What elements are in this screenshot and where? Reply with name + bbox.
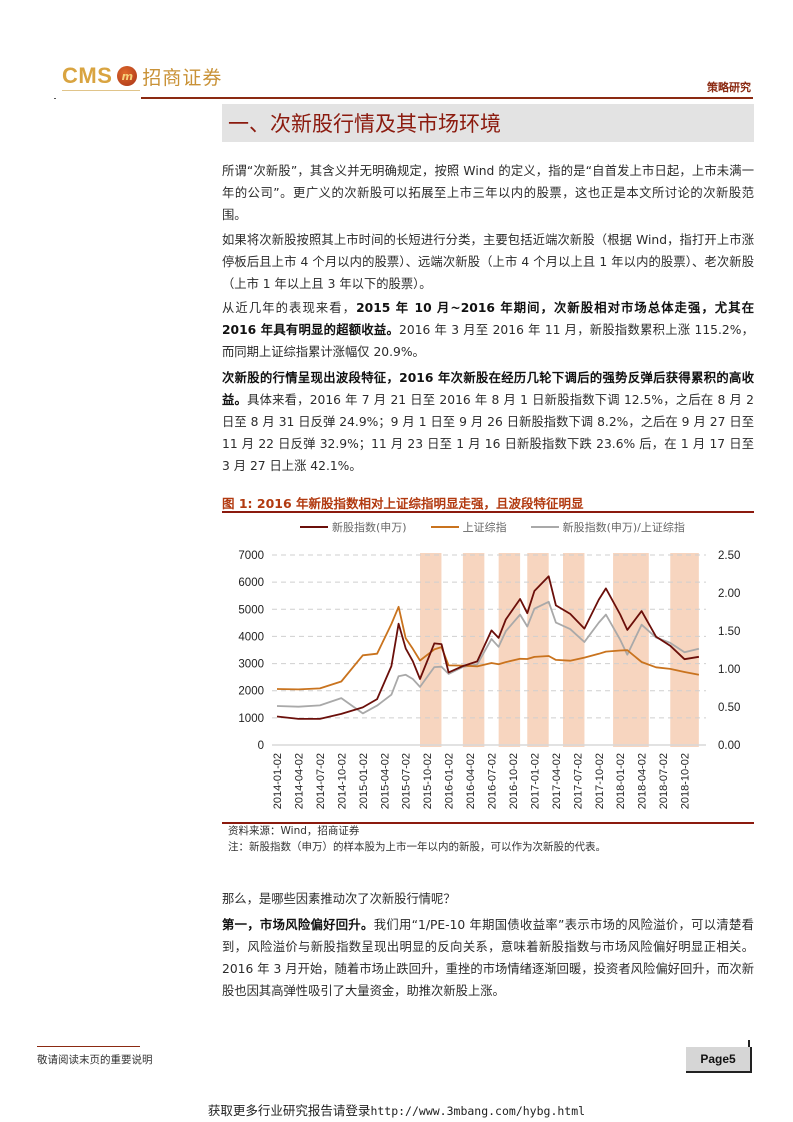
logo-badge-icon: m [117,66,138,86]
x-tick: 2017-04-02 [551,753,563,809]
x-tick: 2018-01-02 [615,753,627,809]
promo-line: 获取更多行业研究报告请登录http://www.3mbang.com/hybg.… [0,1100,793,1119]
paragraph-risk-appetite: 第一，市场风险偏好回升。我们用“1/PE-10 年期国债收益率”表示市场的风险溢… [222,914,754,1002]
x-tick: 2017-10-02 [594,753,606,809]
header-dot [54,98,56,99]
y-tick-left: 0 [258,740,264,752]
y-tick-right: 0.00 [718,740,740,752]
paragraph-risk-bold: 第一，市场风险偏好回升。 [222,918,374,932]
figure-source: 资料来源：Wind，招商证券 注：新股指数（申万）的样本股为上市一年以内的新股，… [228,823,606,855]
section-tag: 策略研究 [707,81,751,94]
promo-text: 获取更多行业研究报告请登录 [207,1103,371,1118]
section-title: 一、次新股行情及其市场环境 [228,112,501,136]
x-tick: 2016-10-02 [508,753,520,809]
logo-underline [62,90,140,91]
footer-disclaimer-note: 敬请阅读末页的重要说明 [37,1054,153,1066]
y-tick-right: 1.00 [718,664,740,676]
header-divider [141,97,753,99]
company-logo: CMS m 招商证券 [62,62,222,90]
figure-title: 图 1: 2016 年新股指数相对上证综指明显走强，且波段特征明显 [222,496,584,511]
y-tick-right: 2.00 [718,588,740,600]
section-title-bar [222,104,754,142]
y-tick-left: 2000 [238,686,264,698]
y-tick-left: 7000 [238,550,264,562]
legend-swatch-new-stock [300,526,328,528]
line-chart: 7000 6000 5000 4000 3000 2000 1000 0 2.50 2.00 1.… [238,550,740,809]
paragraph-question: 那么，是哪些因素推动次了次新股行情呢？ [222,892,456,906]
paragraph-performance-bold: 2015 年 10 月~2016 年期间，次新股相对市场总体走强，尤其在 201… [222,301,754,337]
legend-swatch-ratio [530,526,559,528]
note-text: 注：新股指数（申万）的样本股为上市一年以内的新股，可以作为次新股的代表。 [228,841,606,853]
paragraph-performance: 从近几年的表现来看，2015 年 10 月~2016 年期间，次新股相对市场总体… [222,297,754,363]
paragraph-waves-rest: 具体来看，2016 年 7 月 21 日至 2016 年 8 月 1 日新股指数… [222,393,754,473]
paragraph-performance-lead: 从近几年的表现来看， [222,301,357,315]
source-text: 资料来源：Wind，招商证券 [228,825,360,837]
y-tick-right: 1.50 [718,626,740,638]
x-tick: 2014-07-02 [315,753,327,809]
chart-series [276,575,700,720]
y-tick-right: 0.50 [718,702,740,714]
x-tick: 2016-01-02 [444,753,456,809]
source-rule [222,822,754,824]
legend-label: 上证综指 [462,521,507,534]
x-tick: 2015-04-02 [379,753,391,809]
x-axis: 2014-01-02 2014-04-02 2014-07-02 2014-10-02… [272,753,692,809]
legend-swatch-sse [430,526,459,528]
series-line [276,605,700,691]
paragraph-waves-bold: 次新股的行情呈现出波段特征，2016 年次新股在经历几轮下调后的强势反弹后获得累… [222,371,754,407]
x-tick: 2016-07-02 [487,753,499,809]
chart-legend: 新股指数(申万) 上证综指 新股指数(申万)/上证综指 [300,519,685,535]
x-tick: 2014-04-02 [293,753,305,809]
paragraph-classification: 如果将次新股按照其上市时间的长短进行分类，主要包括近端次新股（根据 Wind，指… [222,233,754,291]
x-tick: 2014-01-02 [272,753,284,809]
x-tick: 2017-07-02 [572,753,584,809]
paragraph-definition: 所谓“次新股”，其含义并无明确规定，按照 Wind 的定义，指的是“自首发上市日… [222,164,754,222]
logo-chinese-name: 招商证券 [142,66,223,89]
x-tick: 2015-10-02 [422,753,434,809]
y-tick-left: 4000 [238,631,264,643]
footer-rule [37,1046,140,1047]
x-tick: 2014-10-02 [336,753,348,809]
legend-item-sse: 上证综指 [430,519,507,535]
logo-cms-text: CMS [62,63,113,88]
page-number: Page5 [686,1047,752,1073]
y-tick-left: 1000 [238,713,264,725]
page-box-edge [748,1040,750,1048]
shaded-period-band [498,553,521,747]
x-tick: 2016-04-02 [465,753,477,809]
y-tick-right: 2.50 [718,550,740,562]
paragraph-performance-rest: 2016 年 3 月至 2016 年 11 月，新股指数累积上涨 115.2%，… [222,323,754,359]
y-axis-right: 2.50 2.00 1.50 1.00 0.50 0.00 [718,550,740,752]
legend-item-new-stock: 新股指数(申万) [300,519,407,535]
chart-gridlines [272,554,706,746]
paragraph-risk-rest: 我们用“1/PE-10 年期国债收益率”表示市场的风险溢价，可以清楚看到，风险溢… [222,918,754,998]
y-tick-left: 5000 [238,604,264,616]
x-tick: 2017-01-02 [529,753,541,809]
legend-label: 新股指数(申万) [332,521,407,534]
series-line [276,575,700,720]
series-line [276,600,700,715]
legend-item-ratio: 新股指数(申万)/上证综指 [530,519,685,535]
x-tick: 2018-07-02 [658,753,670,809]
shaded-period-band [527,553,549,747]
paragraph-waves: 次新股的行情呈现出波段特征，2016 年次新股在经历几轮下调后的强势反弹后获得累… [222,367,754,477]
shaded-period-band [462,553,485,747]
x-tick: 2015-01-02 [358,753,370,809]
y-tick-left: 6000 [238,577,264,589]
promo-link[interactable]: http://www.3mbang.com/hybg.html [370,1104,586,1118]
y-axis-left: 7000 6000 5000 4000 3000 2000 1000 0 [238,550,264,752]
y-tick-left: 3000 [238,659,264,671]
figure-title-rule [222,511,754,513]
shaded-period-band [563,553,585,747]
x-tick: 2015-07-02 [401,753,413,809]
legend-label: 新股指数(申万)/上证综指 [562,521,685,534]
x-tick: 2018-10-02 [680,753,692,809]
x-tick: 2018-04-02 [637,753,649,809]
